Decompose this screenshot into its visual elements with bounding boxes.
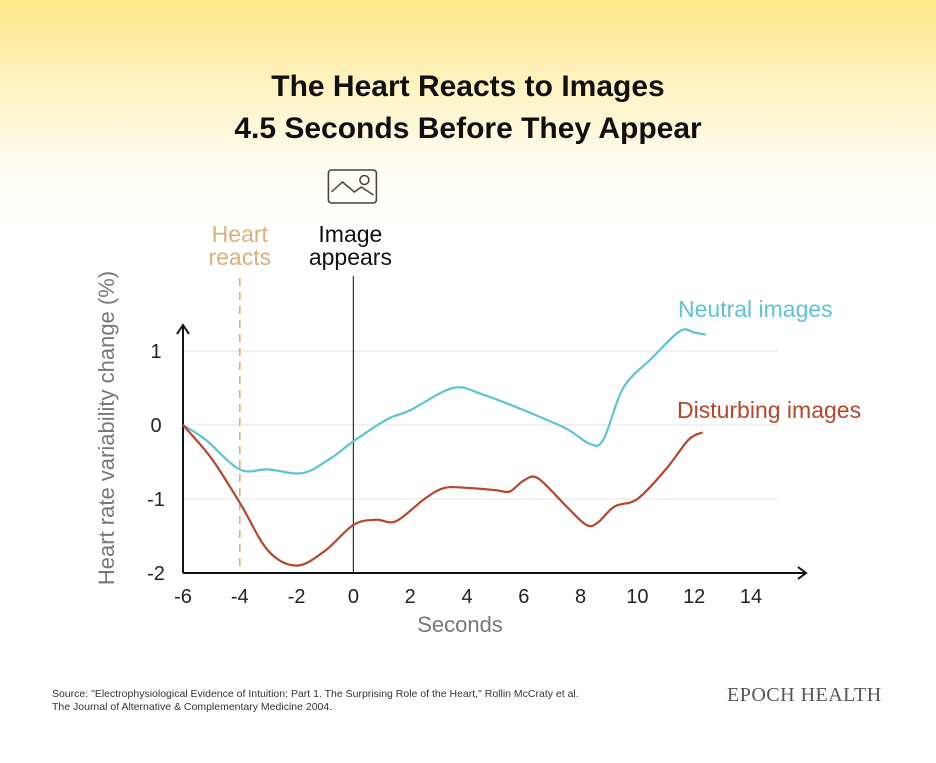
legend-neutral-images: Neutral images [678, 296, 833, 322]
series-line-disturbing [182, 424, 704, 567]
x-tick-label: 14 [740, 586, 762, 608]
x-tick-label: 2 [405, 586, 416, 608]
source-line-1: Source: "Electrophysiological Evidence o… [52, 688, 579, 700]
title-line-2: 4.5 Seconds Before They Appear [234, 112, 702, 145]
image-icon [327, 169, 378, 204]
x-tick-label: 0 [348, 586, 359, 608]
x-tick-label: -4 [231, 586, 249, 608]
image-icon-sun [359, 174, 370, 186]
x-tick-label: -2 [288, 586, 306, 608]
x-tick-label: 8 [575, 586, 586, 608]
x-axis-arrow [797, 566, 808, 580]
source-line-2: The Journal of Alternative & Complementa… [52, 701, 333, 713]
image-icon-mountain [330, 181, 374, 196]
y-tick-label: -2 [147, 563, 165, 585]
x-tick-label: -6 [174, 586, 192, 608]
brand-logo: EPOCH HEALTH [727, 684, 882, 706]
x-axis-title: Seconds [417, 612, 503, 637]
image-appears-label: appears [309, 244, 392, 270]
source-citation: Source: "Electrophysiological Evidence o… [52, 688, 579, 714]
y-axis-title: Heart rate variability change (%) [94, 271, 119, 585]
x-tick-label: 10 [626, 586, 648, 608]
series-line-neutral [182, 328, 706, 475]
y-axis-arrow [176, 323, 190, 335]
heart-reacts-label: reacts [208, 244, 271, 270]
x-tick-label: 12 [683, 586, 705, 608]
title-line-1: The Heart Reacts to Images [271, 70, 665, 103]
y-tick-label: 1 [150, 341, 161, 363]
chart-title: The Heart Reacts to Images 4.5 Seconds B… [0, 66, 936, 150]
y-tick-label: 0 [150, 415, 161, 437]
x-tick-label: 4 [461, 586, 472, 608]
x-tick-label: 6 [518, 586, 529, 608]
y-tick-label: -1 [147, 489, 165, 511]
image-appears-label: Image [318, 221, 382, 247]
heart-reacts-label: Heart [212, 221, 269, 247]
legend-disturbing-images: Disturbing images [677, 397, 861, 423]
